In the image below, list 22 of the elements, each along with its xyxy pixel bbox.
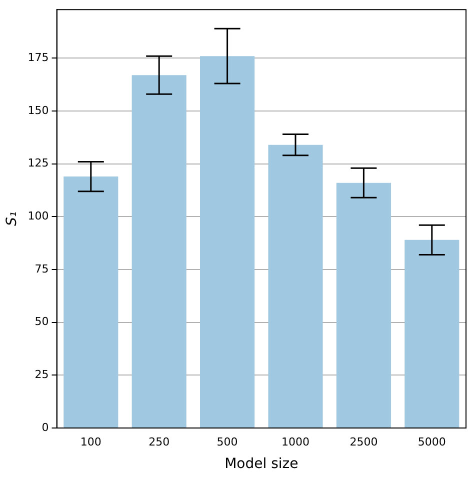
x-tick-label: 500 — [216, 435, 238, 448]
x-tick-label: 5000 — [418, 435, 446, 448]
x-tick-label: 1000 — [282, 435, 310, 448]
y-axis-title: S₁ — [4, 212, 20, 226]
y-tick-label: 150 — [28, 104, 49, 117]
y-tick-label: 100 — [28, 210, 49, 223]
x-tick-label: 250 — [148, 435, 170, 448]
y-tick-label: 125 — [28, 156, 49, 170]
x-tick-label: 100 — [80, 435, 102, 448]
bar — [64, 176, 118, 428]
bar — [336, 182, 391, 428]
y-tick-label: 75 — [34, 262, 49, 276]
y-tick-label: 25 — [34, 368, 49, 382]
bar — [132, 75, 186, 428]
y-tick-label: 175 — [28, 51, 49, 64]
x-axis-title: Model size — [224, 456, 298, 472]
x-tick-label: 2500 — [350, 435, 378, 448]
bar — [268, 144, 323, 428]
bar — [404, 240, 460, 428]
bar — [200, 56, 255, 428]
y-tick-label: 50 — [34, 315, 49, 328]
y-tick-label: 0 — [42, 420, 49, 434]
